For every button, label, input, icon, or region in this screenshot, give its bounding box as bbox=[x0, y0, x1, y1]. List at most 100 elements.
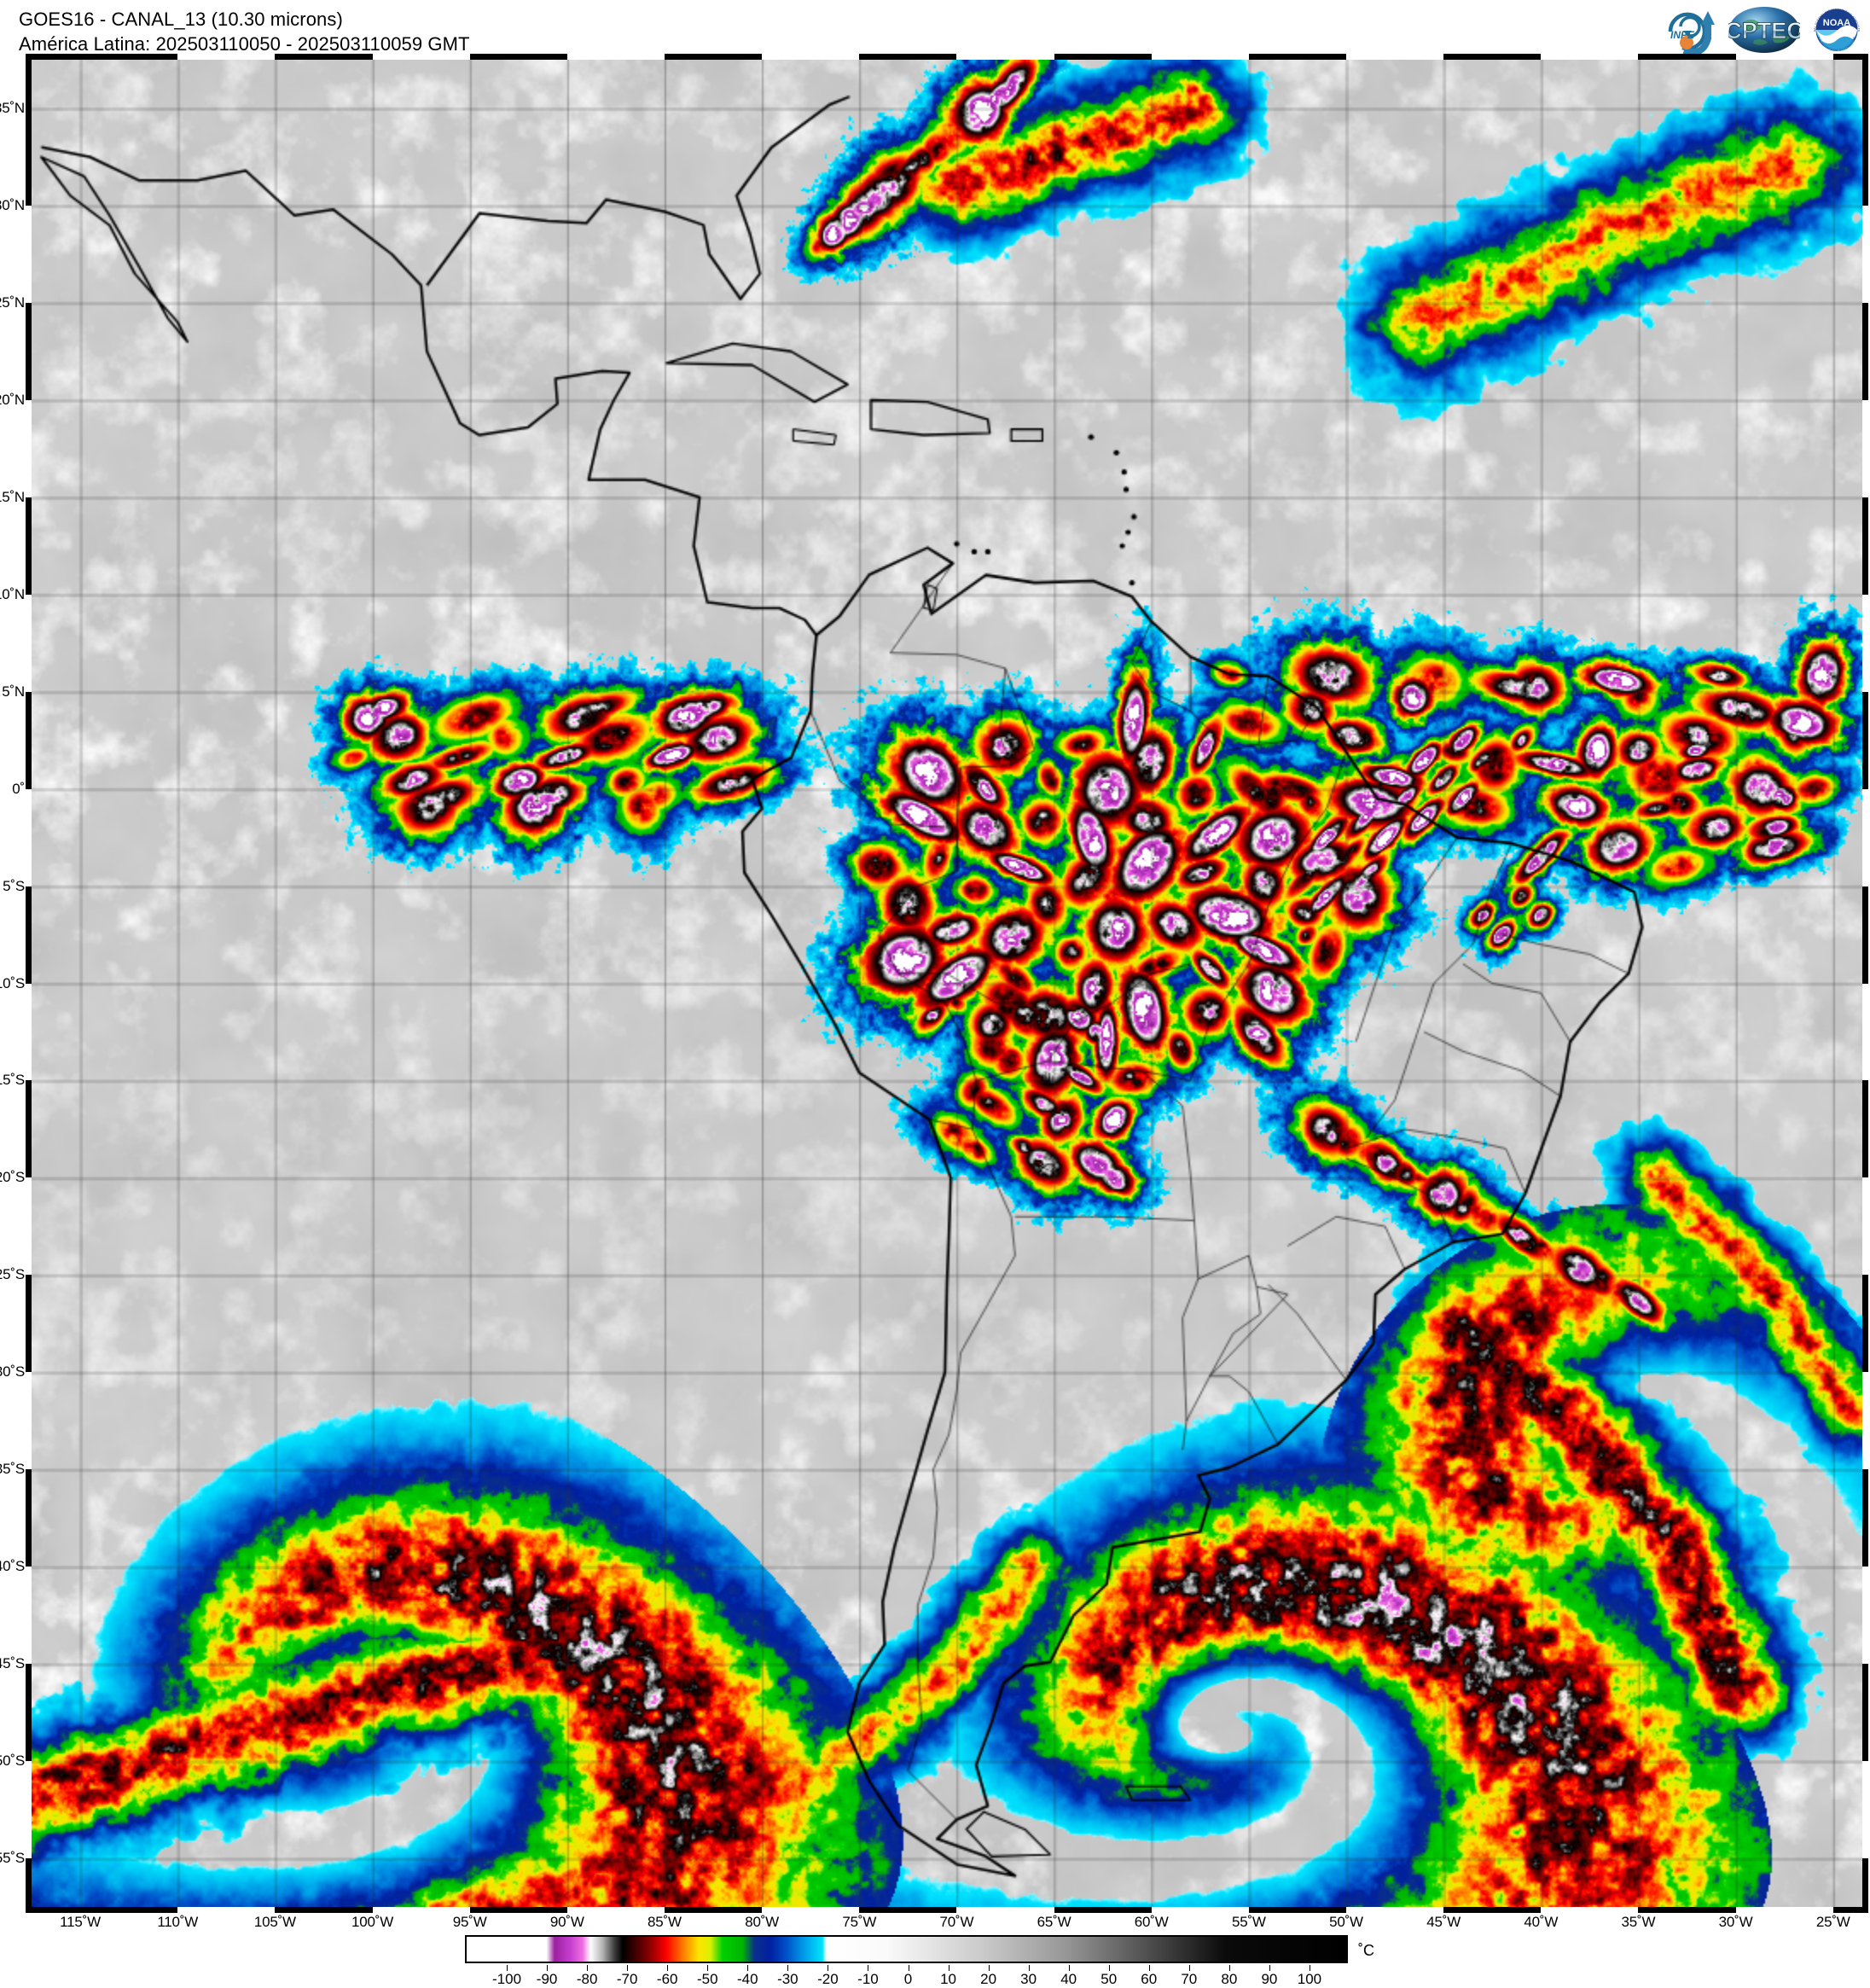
lon-tick-label: 40˚W bbox=[1524, 1914, 1559, 1930]
lat-tick-label: 20˚N bbox=[0, 391, 25, 408]
lon-tick-label: 95˚W bbox=[452, 1914, 487, 1930]
frame-segment bbox=[177, 1907, 276, 1913]
frame-segment bbox=[1862, 1177, 1868, 1276]
lat-tick-label: 10˚S bbox=[0, 974, 25, 991]
lon-tick-label: 25˚W bbox=[1815, 1914, 1850, 1930]
lat-tick-label: 0˚ bbox=[12, 780, 25, 797]
colorbar-tick-label: -70 bbox=[616, 1971, 638, 1987]
lat-tick-label: 25˚S bbox=[0, 1266, 25, 1283]
frame-segment bbox=[26, 205, 32, 303]
frame-segment bbox=[372, 54, 470, 60]
colorbar-tick-label: -80 bbox=[576, 1971, 598, 1987]
lon-tick-label: 100˚W bbox=[351, 1914, 394, 1930]
frame-segment bbox=[372, 1907, 470, 1913]
frame-segment bbox=[762, 1907, 860, 1913]
lat-tick-label: 45˚S bbox=[0, 1655, 25, 1672]
frame-segment bbox=[762, 54, 860, 60]
frame-segment bbox=[1862, 788, 1868, 886]
colorbar-tick-label: 0 bbox=[903, 1971, 913, 1987]
lat-tick-label: 20˚S bbox=[0, 1169, 25, 1186]
lon-tick-label: 105˚W bbox=[253, 1914, 296, 1930]
satellite-raster bbox=[32, 60, 1862, 1907]
lat-tick-label: 30˚N bbox=[0, 196, 25, 213]
lon-tick-label: 70˚W bbox=[939, 1914, 974, 1930]
colorbar-tick-label: 70 bbox=[1181, 1971, 1198, 1987]
frame-segment bbox=[1541, 54, 1639, 60]
colorbar-tick bbox=[627, 1965, 629, 1971]
colorbar-gradient: -100 -90 -80 -70 -60 -50 -40 -30 -20 -10 0 10 20 30 40… bbox=[465, 1935, 1348, 1987]
colorbar-tick bbox=[1188, 1965, 1190, 1971]
frame-segment bbox=[1151, 1907, 1249, 1913]
lat-tick-label: 10˚N bbox=[0, 585, 25, 602]
frame-segment bbox=[1862, 983, 1868, 1081]
inpe-logo: INPE bbox=[1658, 3, 1720, 57]
lon-tick-label: 75˚W bbox=[842, 1914, 877, 1930]
lon-tick-label: 90˚W bbox=[549, 1914, 584, 1930]
lat-tick-label: 15˚S bbox=[0, 1072, 25, 1089]
frame-segment bbox=[26, 1761, 32, 1859]
colorbar-tick-label: -50 bbox=[696, 1971, 718, 1987]
frame-segment bbox=[1735, 1907, 1833, 1913]
cptec-logo-text: CPTEC bbox=[1728, 18, 1800, 44]
colorbar-tick-label: 80 bbox=[1221, 1971, 1238, 1987]
frame-segment bbox=[26, 1567, 32, 1665]
frame-segment bbox=[26, 1907, 1868, 1913]
lon-tick-label: 30˚W bbox=[1718, 1914, 1753, 1930]
frame-segment bbox=[566, 54, 665, 60]
lon-tick-label: 50˚W bbox=[1329, 1914, 1363, 1930]
frame-segment bbox=[1735, 54, 1833, 60]
frame-segment bbox=[1862, 205, 1868, 303]
lon-tick-label: 65˚W bbox=[1037, 1914, 1071, 1930]
colorbar-tick bbox=[707, 1965, 709, 1971]
frame-segment bbox=[1346, 1907, 1444, 1913]
lat-tick-label: 55˚S bbox=[0, 1850, 25, 1867]
colorbar-tick-label: -20 bbox=[817, 1971, 839, 1987]
frame-segment bbox=[26, 594, 32, 692]
lat-tick-label: 30˚S bbox=[0, 1363, 25, 1381]
colorbar-tick-label: -40 bbox=[737, 1971, 758, 1987]
colorbar-tick bbox=[507, 1965, 508, 1971]
noaa-logo: NOAA NATIONAL OCEANIC AND ATMOSPHERIC AD… bbox=[1808, 0, 1865, 58]
colorbar-tick-label: 100 bbox=[1297, 1971, 1322, 1987]
header-bar: GOES16 - CANAL_13 (10.30 microns) Améric… bbox=[0, 0, 1870, 60]
title-block: GOES16 - CANAL_13 (10.30 microns) Améric… bbox=[19, 7, 470, 56]
frame-segment bbox=[1346, 54, 1444, 60]
lat-tick-label: 15˚N bbox=[0, 488, 25, 505]
satellite-image-map bbox=[32, 60, 1862, 1907]
frame-segment bbox=[956, 54, 1054, 60]
lon-tick-label: 35˚W bbox=[1621, 1914, 1656, 1930]
frame-segment bbox=[1862, 594, 1868, 692]
colorbar-tick-label: -90 bbox=[536, 1971, 558, 1987]
colorbar-tick-label: 10 bbox=[940, 1971, 956, 1987]
lat-tick-label: 40˚S bbox=[0, 1558, 25, 1575]
lat-tick-label: 5˚N bbox=[2, 683, 25, 700]
colorbar-tick-label: 90 bbox=[1261, 1971, 1278, 1987]
colorbar-tick-label: -10 bbox=[857, 1971, 879, 1987]
colorbar-tick bbox=[1068, 1965, 1070, 1971]
frame-segment bbox=[1862, 1761, 1868, 1859]
colorbar-tick bbox=[988, 1965, 990, 1971]
frame-segment bbox=[566, 1907, 665, 1913]
lon-tick-label: 55˚W bbox=[1231, 1914, 1266, 1930]
lon-tick-label: 85˚W bbox=[648, 1914, 682, 1930]
colorbar-tick bbox=[1269, 1965, 1270, 1971]
cptec-logo: CPTEC bbox=[1725, 4, 1803, 55]
lat-tick-label: 5˚S bbox=[3, 877, 25, 894]
lat-tick-label: 25˚N bbox=[0, 294, 25, 311]
colorbar-tick bbox=[747, 1965, 749, 1971]
frame-segment bbox=[1151, 54, 1249, 60]
colorbar-tick bbox=[547, 1965, 549, 1971]
colorbar-tick-label: -60 bbox=[656, 1971, 678, 1987]
lat-tick-label: 35˚N bbox=[0, 99, 25, 116]
colorbar-tick-label: 60 bbox=[1141, 1971, 1158, 1987]
frame-segment bbox=[26, 788, 32, 886]
colorbar-tick-label: -100 bbox=[492, 1971, 522, 1987]
frame-segment bbox=[26, 1372, 32, 1470]
colorbar-tick bbox=[1148, 1965, 1150, 1971]
frame-segment bbox=[1862, 399, 1868, 497]
colorbar-tick-label: -30 bbox=[777, 1971, 799, 1987]
lon-tick-label: 110˚W bbox=[157, 1914, 199, 1930]
frame-segment bbox=[26, 399, 32, 497]
frame-segment bbox=[26, 1177, 32, 1276]
colorbar-tick-label: 50 bbox=[1101, 1971, 1118, 1987]
